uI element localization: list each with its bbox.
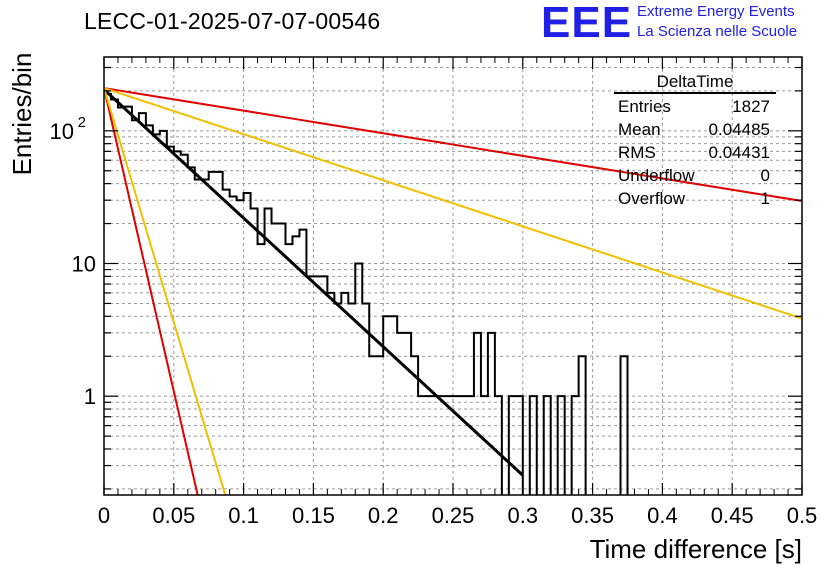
stats-row-rms: RMS 0.04431: [610, 143, 780, 166]
stats-value: 0.04431: [708, 143, 770, 162]
fit-curve-3: [104, 87, 199, 495]
histogram-steps: [104, 92, 629, 495]
stats-label: Underflow: [618, 166, 695, 185]
x-tick-label: 0.5: [787, 503, 818, 528]
fit-curve-2: [104, 87, 802, 320]
x-tick-label: 0.3: [508, 503, 539, 528]
y-axis-label: Entries/bin: [7, 52, 37, 176]
stats-value: 0.04485: [708, 120, 770, 139]
stats-row-underflow: Underflow 0: [610, 166, 780, 189]
y-tick-label: 10: [72, 251, 96, 276]
stats-value: 1827: [732, 97, 770, 116]
x-tick-label: 0.1: [228, 503, 259, 528]
x-tick-label: 0.2: [368, 503, 399, 528]
x-tick-label: 0.05: [152, 503, 195, 528]
y-tick-label: 1: [84, 384, 96, 409]
chart-title: LECC-01-2025-07-07-00546: [84, 8, 381, 34]
eee-logo: EEE: [541, 0, 633, 47]
stats-label: RMS: [618, 143, 656, 162]
stats-label: Entries: [618, 97, 671, 116]
x-tick-label: 0.4: [647, 503, 678, 528]
stats-row-overflow: Overflow 1: [610, 189, 780, 212]
x-tick-label: 0: [98, 503, 110, 528]
brand-line-1: Extreme Energy Events: [637, 3, 795, 20]
x-tick-label: 0.35: [571, 503, 614, 528]
stats-box: DeltaTime Entries 1827 Mean 0.04485 RMS 0.0…: [610, 72, 780, 212]
stats-row-mean: Mean 0.04485: [610, 120, 780, 143]
fit-curve-0: [104, 88, 524, 477]
y-tick-label-exponent: 2: [78, 114, 86, 131]
stats-value: 0: [760, 166, 770, 185]
x-tick-label: 0.25: [432, 503, 475, 528]
y-tick-label: 10: [50, 119, 74, 144]
stats-row-entries: Entries 1827: [610, 97, 780, 120]
stats-title: DeltaTime: [614, 72, 776, 94]
x-tick-label: 0.15: [292, 503, 335, 528]
fit-curve-1: [104, 87, 802, 203]
stats-label: Mean: [618, 120, 661, 139]
brand-line-2: La Scienza nelle Scuole: [637, 23, 798, 40]
stats-value: 1: [760, 189, 770, 208]
x-axis-label: Time difference [s]: [589, 534, 802, 564]
fit-curve-4: [104, 87, 227, 495]
y-axis-label-wrap: Entries/bin: [6, 40, 37, 190]
x-tick-label: 0.45: [711, 503, 754, 528]
stats-label: Overflow: [618, 189, 686, 208]
